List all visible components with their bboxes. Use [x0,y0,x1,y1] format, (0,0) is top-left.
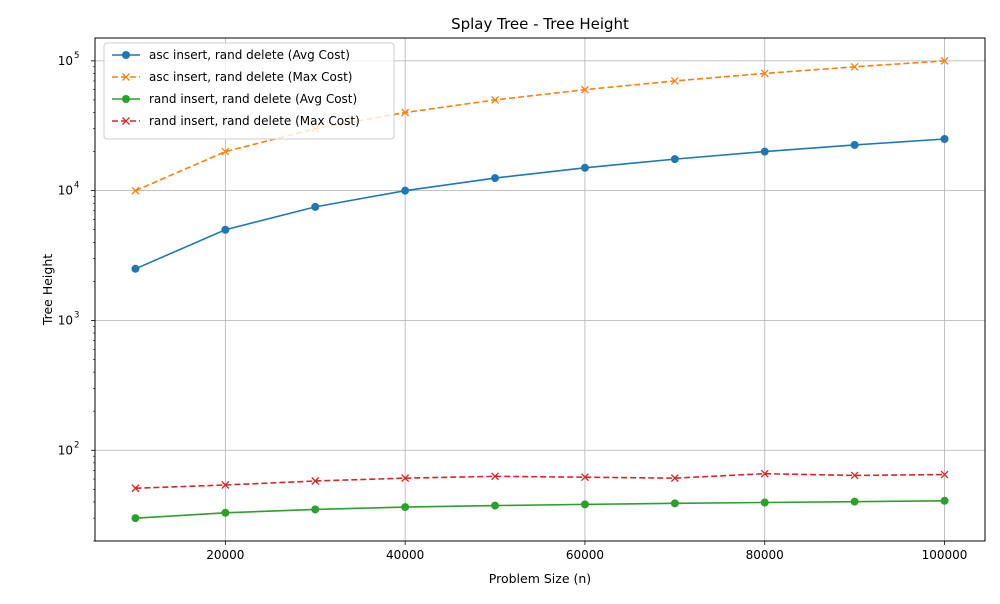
data-point [940,56,949,65]
data-point [580,473,589,482]
y-tick-base: 10 [58,184,73,198]
data-point [760,469,769,478]
y-tick-exponent: 4 [74,181,79,191]
series-lines [131,56,949,523]
y-tick-label: 10 [58,313,73,327]
chart-title: Splay Tree - Tree Height [451,15,629,33]
data-point [580,500,589,509]
x-tick-label: 80000 [746,548,784,562]
data-point [940,496,949,505]
data-point [491,174,500,183]
data-point [311,477,320,485]
data-point [401,186,410,195]
data-point [940,470,949,479]
data-point [580,85,589,94]
data-point [221,147,230,156]
data-point [221,225,230,234]
data-point [940,135,949,144]
series-0 [131,135,949,273]
data-point [670,77,679,85]
y-axis-label: Tree Height [40,254,55,326]
data-point [670,474,679,483]
y-tick-exponent: 3 [74,310,79,320]
data-point [491,472,500,481]
data-point [131,186,140,195]
y-tick-label: 10 [58,443,73,457]
data-point [670,155,679,164]
legend-marker [122,51,130,59]
legend-marker [122,95,130,103]
legend-item: rand insert, rand delete (Max Cost) [112,114,360,128]
data-point [850,471,859,480]
data-point [491,501,500,510]
y-tick-label: 10 [58,54,73,68]
legend-marker [122,117,130,125]
data-point [850,62,859,71]
y-tick-label: 10 [58,184,73,198]
legend-item: asc insert, rand delete (Max Cost) [112,70,352,84]
data-point [401,474,410,483]
y-tick-base: 10 [58,443,73,457]
series-line [135,500,945,519]
data-point [401,108,410,117]
data-point [760,69,769,78]
data-point [760,498,769,507]
data-point [760,147,769,156]
x-tick-label: 20000 [206,548,244,562]
y-tick-base: 10 [58,313,73,327]
y-tick-base: 10 [58,54,73,68]
data-point [401,503,410,512]
legend-label: asc insert, rand delete (Max Cost) [149,70,352,84]
legend: asc insert, rand delete (Avg Cost) asc in… [103,42,395,140]
data-point [670,499,679,508]
data-point [221,508,230,517]
legend-marker [122,73,130,81]
legend-label: rand insert, rand delete (Avg Cost) [149,92,357,106]
data-point [850,497,859,506]
x-axis-label: Problem Size (n) [489,571,591,586]
data-point [131,484,140,493]
series-line [135,138,945,270]
legend-item: asc insert, rand delete (Avg Cost) [112,48,350,62]
y-tick-exponent: 2 [74,440,79,450]
series-3 [131,469,949,493]
series-line [135,60,945,192]
x-tick-label: 60000 [566,548,604,562]
data-point [311,202,320,211]
legend-item: rand insert, rand delete (Avg Cost) [112,92,357,106]
data-point [850,140,859,149]
y-tick-exponent: 5 [74,51,79,61]
data-point [131,514,140,523]
data-point [131,264,140,273]
legend-label: rand insert, rand delete (Max Cost) [149,114,360,128]
x-tick-label: 100000 [922,548,968,562]
data-point [580,163,589,172]
legend-box [103,42,395,140]
plot-frame [94,37,986,542]
data-point [311,505,320,514]
data-point [221,481,230,489]
series-2 [131,496,949,523]
legend-label: asc insert, rand delete (Avg Cost) [149,48,350,62]
series-1 [131,56,949,195]
data-point [491,95,500,104]
x-tick-label: 40000 [386,548,424,562]
